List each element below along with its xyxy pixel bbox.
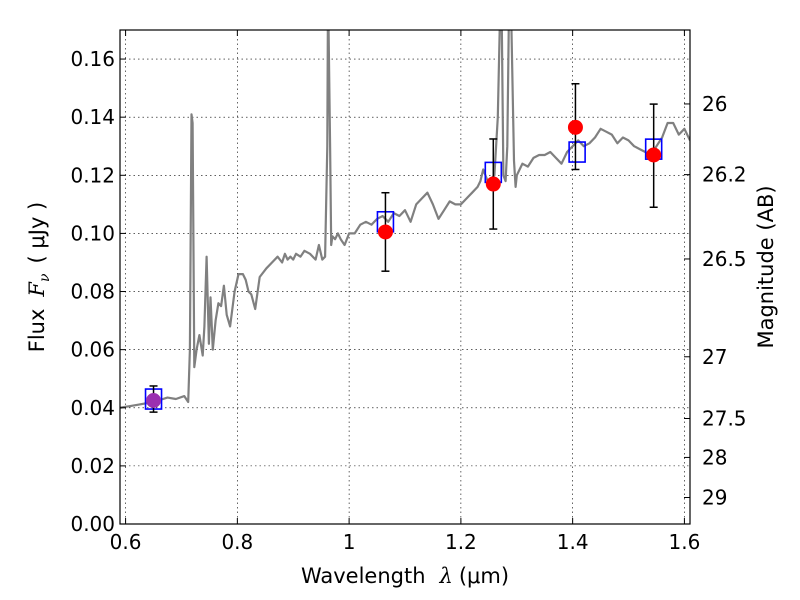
y2-tick-label: 26.5 [702,247,747,271]
y2-tick-label: 26 [702,92,727,116]
y2-tick-label: 28 [702,445,727,469]
x-tick-label: 1.2 [445,530,477,554]
axis-ticks: 0.6 0.8 1 1.2 1.4 1.6 0.00 0.02 0.04 0.06 0.08 0.10… [70,30,747,554]
x-tick-label: 1.4 [557,530,589,554]
y-tick-label: 0.00 [70,512,115,536]
x-tick-label: 1 [343,530,356,554]
y-tick-label: 0.10 [70,221,115,245]
y-tick-label: 0.14 [70,105,115,129]
observed-flux-point [377,224,393,240]
y2-axis-label: Magnitude (AB) [754,185,778,348]
x-tick-label: 0.8 [221,530,253,554]
observed-flux-point [146,393,162,408]
observed-flux-point [646,147,662,163]
y-tick-label: 0.06 [70,338,115,362]
x-axis-label: Wavelength λ (μm) [301,564,509,588]
y-axis-label: FluxFν( μJy ) [25,202,53,352]
y-tick-label: 0.16 [70,47,115,71]
y-tick-label: 0.02 [70,454,115,478]
y-tick-label: 0.04 [70,396,115,420]
y2-tick-label: 29 [702,485,727,509]
y-tick-label: 0.12 [70,163,115,187]
plot-series [120,30,690,413]
plot-frame [119,29,691,525]
observed-flux-point [485,176,501,192]
y2-tick-label: 27 [702,345,727,369]
model-flux-square [568,141,586,163]
observed-flux-point [567,119,583,135]
spectrum-line [120,30,690,409]
y2-tick-label: 27.5 [702,406,747,430]
x-tick-label: 0.6 [110,530,142,554]
y2-tick-label: 26.2 [702,163,747,187]
x-tick-label: 1.6 [669,530,701,554]
y-tick-label: 0.08 [70,280,115,304]
